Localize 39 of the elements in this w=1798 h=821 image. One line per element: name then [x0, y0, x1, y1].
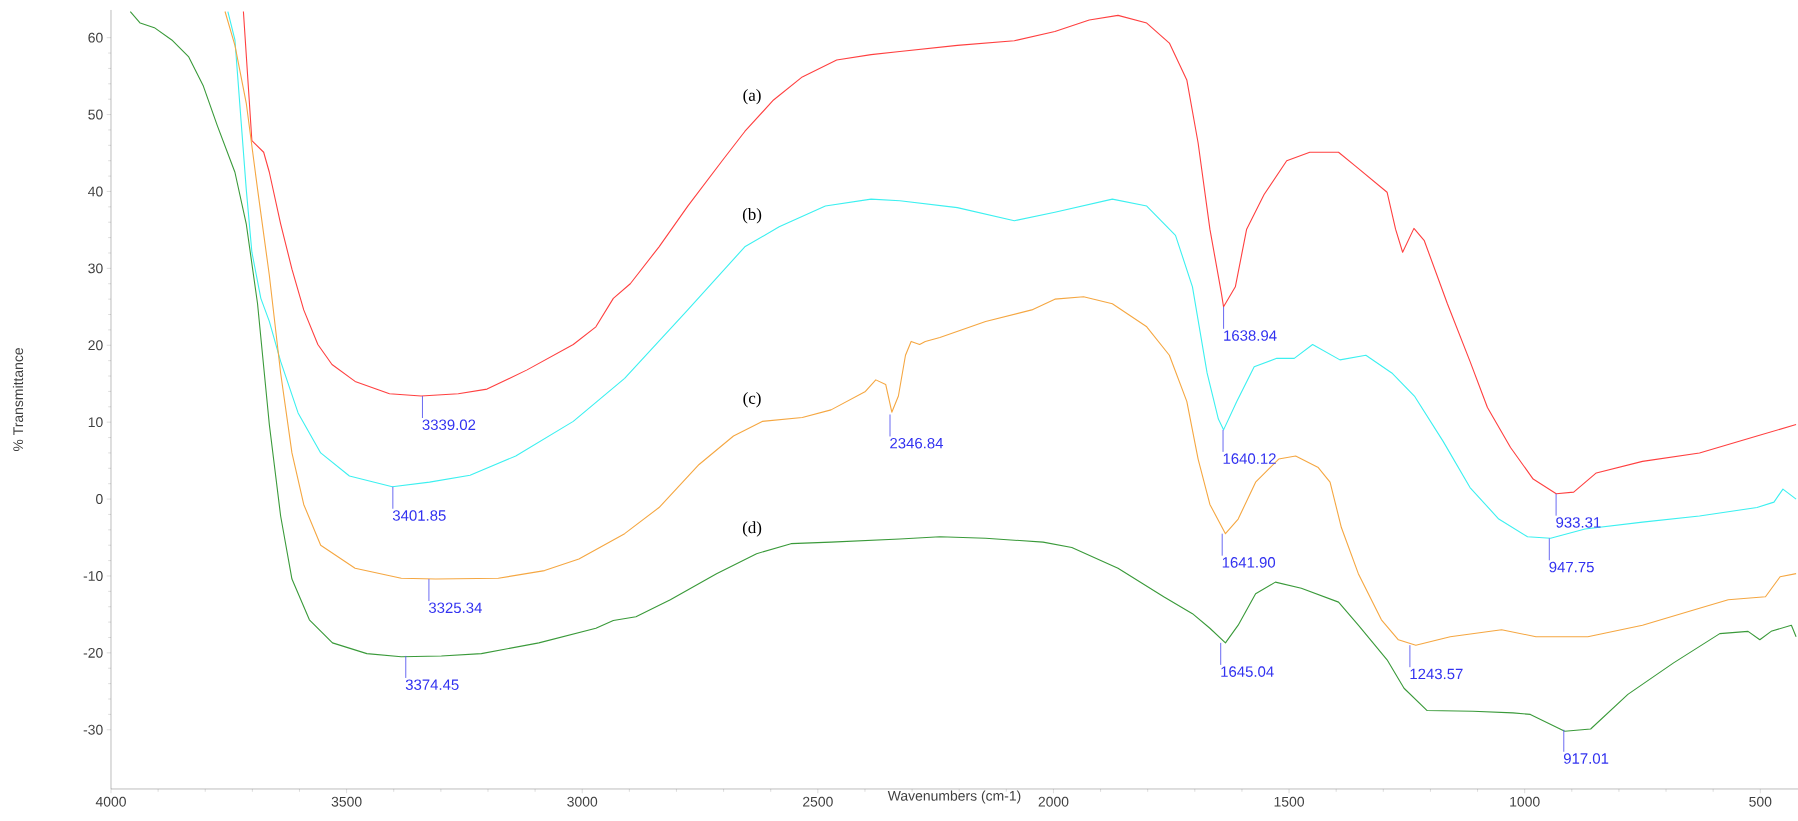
- x-tick-label: 1000: [1510, 796, 1540, 807]
- annotation: 1243.57: [1410, 668, 1463, 680]
- x-axis-title: Wavenumbers (cm-1): [887, 790, 1021, 804]
- x-tick-label: 1500: [1274, 796, 1305, 807]
- y-tick-label: -20: [83, 647, 103, 658]
- annotation: 947.75: [1549, 561, 1594, 573]
- y-tick-label: -30: [83, 724, 103, 735]
- series-label: (d): [742, 521, 762, 537]
- annotation: 3325.34: [428, 602, 482, 614]
- annotation: 917.01: [1563, 753, 1609, 764]
- series-label: (c): [743, 392, 761, 408]
- series-label: (b): [742, 208, 762, 224]
- y-tick-label: 50: [88, 109, 103, 120]
- x-tick-label: 2000: [1038, 796, 1069, 807]
- annotation: 2346.84: [890, 437, 944, 449]
- annotation: 1638.94: [1224, 330, 1277, 341]
- annotation: 1645.04: [1221, 666, 1274, 677]
- x-tick-label: 500: [1749, 796, 1772, 807]
- x-tick-label: 4000: [95, 796, 126, 807]
- line-series: [224, 10, 1797, 646]
- annotation: 1641.90: [1222, 557, 1276, 568]
- annotation: 1640.12: [1223, 453, 1276, 464]
- y-tick-label: -10: [83, 571, 103, 581]
- y-tick-label: 60: [88, 32, 103, 43]
- x-tick-label: 2500: [803, 796, 833, 807]
- annotation: 3401.85: [392, 510, 446, 521]
- y-tick-label: 10: [88, 417, 103, 428]
- annotation: 3374.45: [405, 679, 459, 690]
- y-axis-title: % Transmittance: [12, 348, 24, 452]
- line-series: [129, 10, 1797, 732]
- y-tick-label: 20: [88, 340, 103, 351]
- annotation: 3339.02: [422, 419, 476, 431]
- y-tick-label: 30: [88, 263, 103, 274]
- x-tick-label: 3500: [331, 796, 362, 807]
- y-tick-label: 0: [96, 494, 103, 505]
- y-tick-label: 40: [88, 186, 103, 197]
- x-tick-label: 3000: [567, 796, 598, 807]
- series-label: (a): [743, 88, 761, 105]
- annotation: 933.31: [1556, 517, 1601, 528]
